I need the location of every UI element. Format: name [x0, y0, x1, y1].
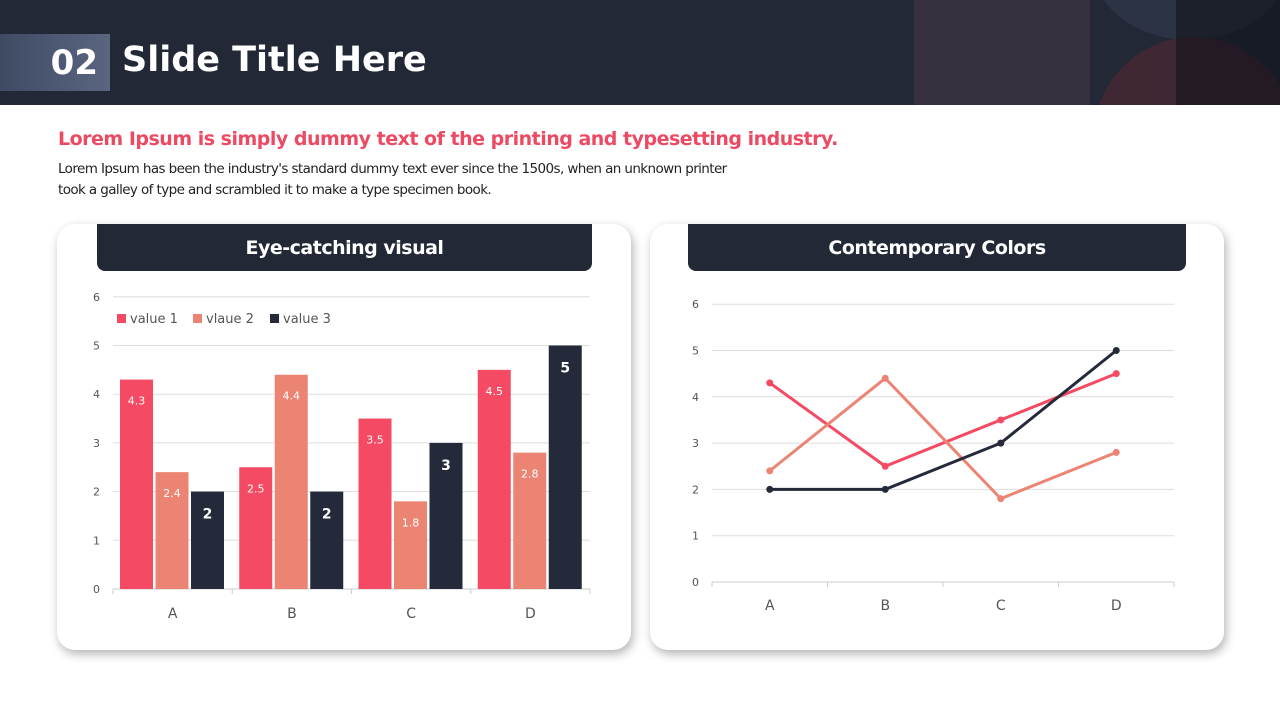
bar	[477, 369, 511, 589]
bar	[358, 418, 392, 589]
y-tick-label: 5	[93, 340, 100, 353]
bar-data-label: 2.8	[521, 468, 539, 481]
y-tick-label: 3	[93, 437, 100, 450]
series-line	[768, 372, 1117, 468]
x-tick-label: C	[406, 606, 416, 622]
bar-data-label: 2	[322, 507, 332, 523]
x-tick-label: D	[1111, 598, 1122, 614]
series-line	[769, 349, 1118, 491]
legend-swatch	[270, 314, 279, 323]
x-tick-label: C	[996, 598, 1006, 614]
bar-data-label: 4.5	[486, 385, 504, 398]
series-line	[768, 376, 1117, 501]
slide-description: Lorem Ipsum has been the industry's stan…	[58, 161, 727, 198]
legend-label: value 1	[130, 312, 178, 327]
data-point	[997, 416, 1005, 424]
bar	[274, 374, 308, 589]
data-point	[1112, 448, 1120, 456]
data-point	[881, 374, 889, 382]
legend-label: value 3	[283, 312, 331, 327]
data-point	[766, 485, 774, 493]
y-tick-label: 0	[692, 576, 699, 589]
slide-number: 02	[0, 34, 110, 91]
bar	[239, 467, 273, 589]
legend-swatch	[193, 314, 202, 323]
line-chart-card: Contemporary Colors	[650, 224, 1224, 650]
y-tick-label: 1	[692, 530, 699, 543]
y-tick-label: 0	[93, 583, 100, 596]
bar-data-label: 4.3	[128, 395, 146, 408]
y-tick-label: 1	[93, 534, 100, 547]
y-tick-label: 6	[93, 291, 100, 304]
y-tick-label: 2	[692, 483, 699, 496]
bar	[548, 345, 582, 589]
bar	[310, 491, 344, 589]
slide-title: Slide Title Here	[122, 40, 427, 80]
data-point	[881, 485, 889, 493]
x-tick-label: A	[765, 598, 775, 614]
slide-subtitle: Lorem Ipsum is simply dummy text of the …	[58, 128, 838, 150]
y-tick-label: 3	[692, 437, 699, 450]
data-point	[997, 439, 1005, 447]
x-tick-label: A	[168, 606, 178, 622]
bar	[429, 442, 463, 589]
decor-rect	[1176, 0, 1280, 105]
x-tick-label: B	[880, 598, 890, 614]
data-point	[766, 467, 774, 475]
y-tick-label: 2	[93, 486, 100, 499]
bar-data-label: 3	[441, 458, 451, 474]
bar	[394, 501, 427, 589]
data-point	[881, 462, 889, 470]
x-tick-label: B	[287, 606, 297, 622]
bar-data-label: 4.4	[283, 390, 301, 403]
y-tick-label: 5	[692, 345, 699, 358]
y-tick-label: 4	[692, 391, 699, 404]
bar	[513, 452, 547, 589]
y-tick-label: 6	[692, 298, 699, 311]
x-tick-label: D	[525, 606, 536, 622]
bar-data-label: 2.4	[163, 487, 181, 500]
data-point	[1112, 347, 1120, 354]
legend-swatch	[117, 314, 126, 323]
bar	[155, 472, 189, 589]
bar-data-label: 1.8	[402, 516, 420, 529]
bar-data-label: 3.5	[366, 434, 384, 447]
bar	[191, 491, 224, 589]
slide-header: 02 Slide Title Here	[0, 0, 1280, 105]
bar-data-label: 5	[560, 361, 570, 377]
bar-data-label: 2	[203, 507, 213, 523]
bar-data-label: 2.5	[247, 482, 265, 495]
y-tick-label: 4	[93, 388, 100, 401]
bar	[120, 379, 153, 589]
data-point	[1112, 370, 1120, 378]
data-point	[997, 495, 1005, 503]
legend-label: vlaue 2	[206, 312, 254, 327]
bar-chart-title: Eye-catching visual	[97, 224, 592, 271]
decor-rect	[914, 0, 1090, 105]
data-point	[766, 379, 774, 387]
line-chart-title: Contemporary Colors	[688, 224, 1186, 271]
